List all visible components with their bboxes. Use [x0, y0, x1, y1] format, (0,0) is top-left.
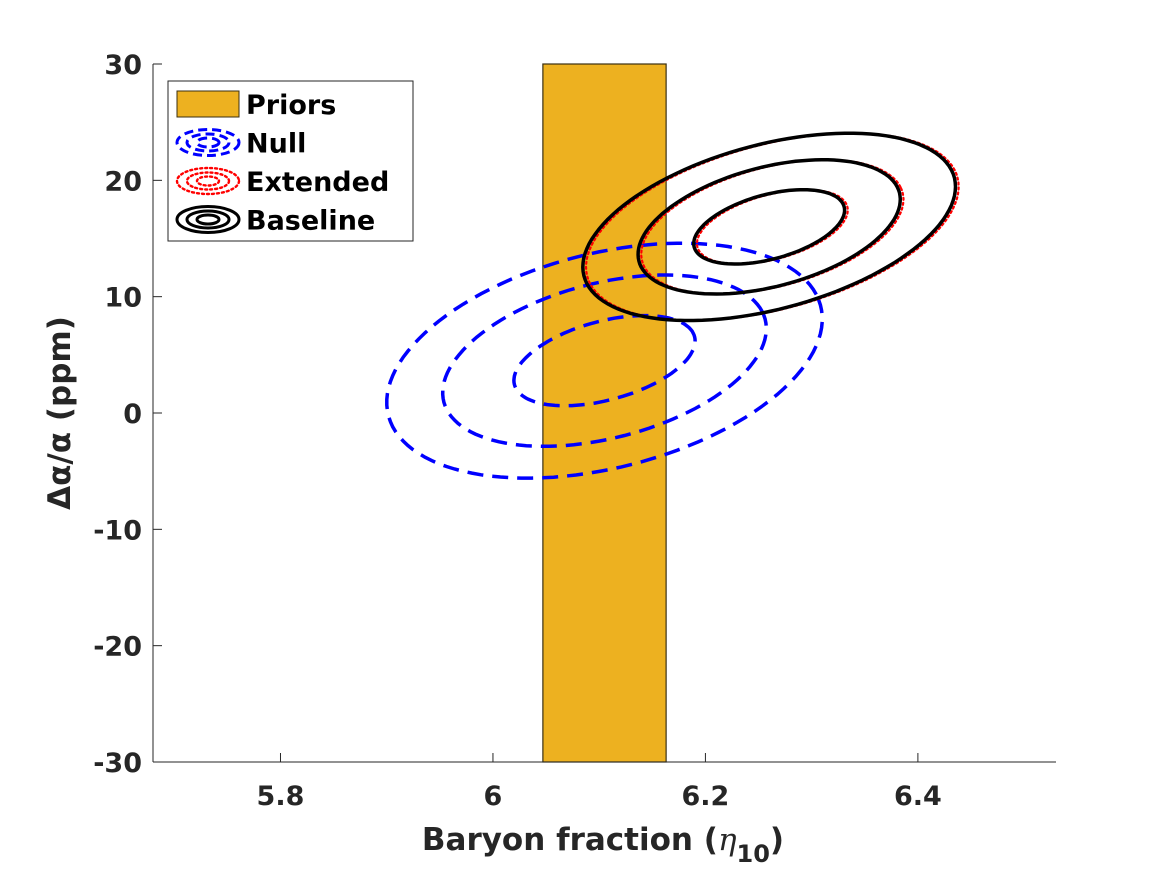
legend-swatch-extended — [185, 171, 231, 191]
legend-label: Null — [246, 129, 306, 160]
legend-swatch-baseline — [185, 209, 231, 230]
y-tick-label: 20 — [104, 166, 142, 197]
y-tick-label: 0 — [123, 399, 142, 430]
contour-extended-1-sigma — [695, 188, 849, 266]
legend-label: Priors — [246, 90, 336, 121]
legend-swatch-baseline — [195, 213, 221, 226]
legend-label: Baseline — [246, 206, 375, 237]
legend-swatch-null — [185, 132, 231, 153]
series-baseline — [581, 131, 958, 323]
legend-swatch-extended — [195, 175, 221, 187]
contour-baseline-3-sigma — [581, 131, 958, 323]
x-tick-label: 6.2 — [682, 781, 730, 812]
plot-area — [385, 63, 960, 763]
y-tick-label: -10 — [93, 515, 142, 546]
contour-null-1-sigma — [512, 313, 697, 408]
contour-null-2-sigma — [440, 273, 769, 449]
x-axis-label-subscript: 10 — [737, 840, 770, 868]
contour-baseline-2-sigma — [636, 157, 903, 296]
x-tick-label: 6.4 — [894, 781, 942, 812]
y-tick-label: -30 — [93, 748, 142, 779]
legend-swatch-priors — [176, 90, 240, 118]
legend-item-null: Null — [175, 128, 306, 160]
contour-baseline-1-sigma — [691, 187, 847, 266]
y-axis-label: Δα/α (ppm) — [42, 316, 78, 510]
legend-swatch-baseline — [175, 205, 241, 234]
contour-extended-2-sigma — [640, 158, 905, 296]
y-tick-label: 10 — [104, 283, 142, 314]
legend-label: Extended — [246, 167, 389, 198]
y-tick-label: 30 — [104, 50, 142, 81]
legend-item-baseline: Baseline — [175, 205, 375, 237]
legend-item-priors: Priors — [176, 90, 336, 121]
prior-band — [542, 63, 667, 763]
legend-swatch-extended — [175, 166, 241, 196]
legend-swatch-null — [175, 128, 241, 157]
axes: 5.8 6 6.2 6.4 30 20 10 0 -10 -20 -30 — [93, 50, 1056, 812]
legend-item-extended: Extended — [175, 166, 389, 198]
x-tick-label: 5.8 — [257, 781, 305, 812]
x-axis-label-symbol: η — [718, 822, 737, 858]
series-null — [385, 241, 824, 480]
contour-null-3-sigma — [385, 241, 824, 480]
x-axis-label: Baryon fraction (η10) — [422, 822, 784, 868]
x-tick-label: 6 — [484, 781, 503, 812]
legend-swatch-null — [195, 136, 221, 149]
x-axis-label-close: ) — [770, 822, 784, 858]
y-tick-label: -20 — [93, 632, 142, 663]
legend: Priors Null Extended Baseline — [167, 80, 414, 242]
x-axis-label-text: Baryon fraction ( — [422, 822, 718, 858]
